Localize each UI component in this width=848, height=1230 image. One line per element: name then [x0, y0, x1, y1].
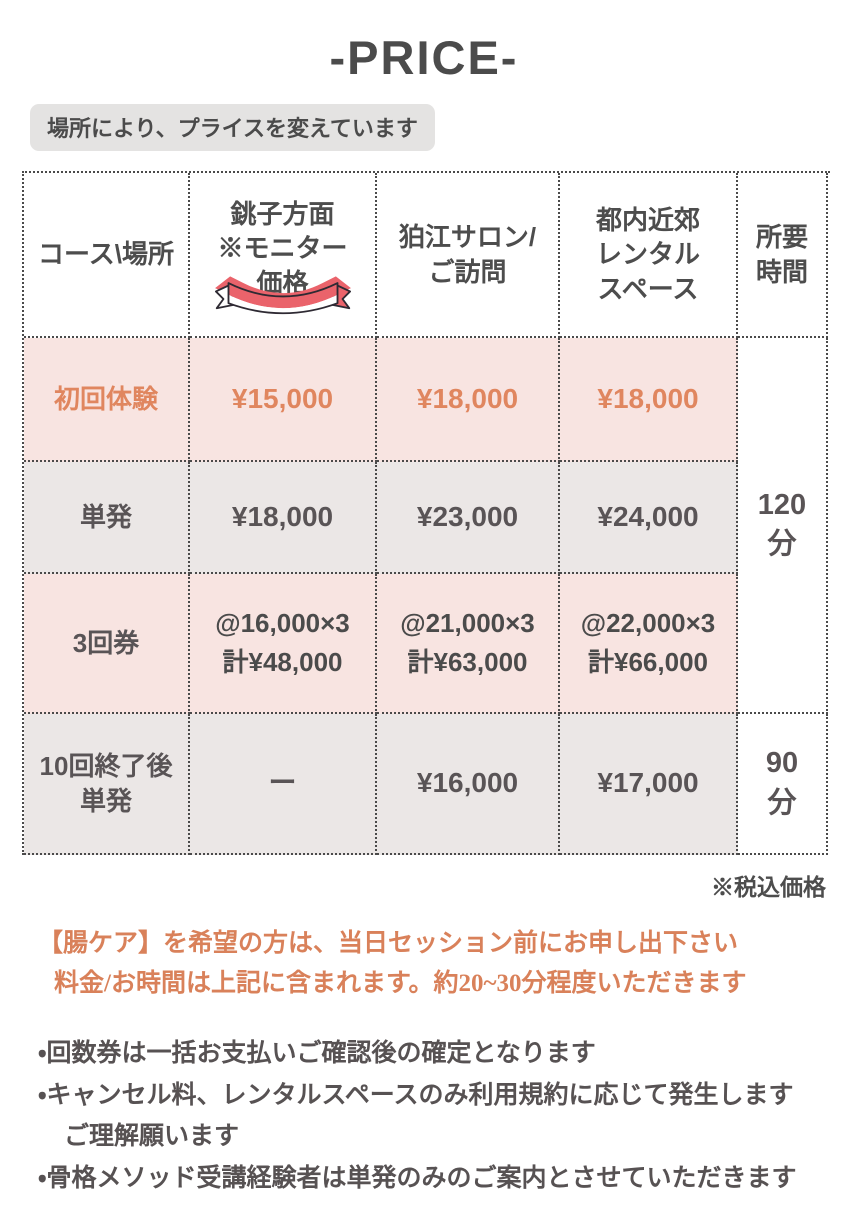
page-title: -PRICE-	[329, 31, 519, 84]
subtitle-badge: 場所により、プライスを変えています	[30, 104, 435, 151]
note-coupon-payment: ・回数券は一括お支払いご確認後の確定となります	[38, 1040, 596, 1067]
ribbon-icon	[209, 273, 357, 333]
note-cancellation-fee-cont: ご理解願います	[64, 1123, 240, 1150]
footer-notes: ・回数券は一括お支払いご確認後の確定となります ・キャンセル料、レンタルスペース…	[38, 1033, 810, 1199]
row-after10-name: 10回終了後 単発	[24, 714, 190, 855]
header-tonai-line1: 都内近郊	[595, 205, 700, 236]
row-3ticket-price-tonai: @22,000×3 計¥66,000	[560, 574, 738, 714]
header-choshi-line2: ※モニター	[217, 233, 348, 264]
header-choshi: 銚子方面 ※モニター 価格	[190, 173, 377, 338]
row-first-trial-price-komae: ¥18,000	[377, 338, 560, 462]
row-3ticket-price-komae: @21,000×3 計¥63,000	[377, 574, 560, 714]
row-3ticket-price-choshi: @16,000×3 計¥48,000	[190, 574, 377, 714]
row-single-price-tonai: ¥24,000	[560, 462, 738, 574]
duration-120-unit: 分	[767, 528, 797, 560]
gut-care-note-line2: 料金/お時間は上記に含まれます。約20~30分程度いただきます	[54, 969, 747, 997]
gut-care-note: 【腸ケア】を希望の方は、当日セッション前にお申し出下さい 料金/お時間は上記に含…	[38, 924, 848, 1003]
gut-care-note-line1: 【腸ケア】を希望の方は、当日セッション前にお申し出下さい	[38, 930, 739, 957]
row-after10-name-line1: 10回終了後	[39, 751, 173, 782]
row-3ticket-choshi-total: 計¥48,000	[222, 647, 343, 677]
duration-120min-cell: 120 分	[738, 338, 828, 714]
duration-120-value: 120	[757, 488, 807, 521]
header-course-label: コース\場所	[38, 239, 174, 270]
header-duration: 所要 時間	[738, 173, 828, 338]
row-3ticket-name: 3回券	[24, 574, 190, 714]
header-komae-line2: ご訪問	[428, 256, 507, 287]
header-komae: 狛江サロン/ ご訪問	[377, 173, 560, 338]
note-method-experienced: ・骨格メソッド受講経験者は単発のみのご案内とさせていただきます	[38, 1164, 797, 1192]
header-duration-line2: 時間	[755, 256, 808, 287]
row-single-name: 単発	[24, 462, 190, 574]
header-tonai-line2: レンタル	[595, 239, 700, 270]
header-komae-line1: 狛江サロン/	[398, 222, 537, 253]
row-single-price-choshi: ¥18,000	[190, 462, 377, 574]
row-first-trial-price-choshi: ¥15,000	[190, 338, 377, 462]
header-choshi-line1: 銚子方面	[230, 199, 335, 229]
duration-90min-cell: 90 分	[738, 714, 828, 855]
row-after10-price-choshi: ー	[190, 714, 377, 855]
header-course-location: コース\場所	[24, 173, 190, 338]
price-table: コース\場所 銚子方面 ※モニター 価格 狛江サロン/ ご訪問	[22, 171, 830, 855]
row-3ticket-komae-total: 計¥63,000	[407, 647, 528, 677]
row-3ticket-komae-unit: @21,000×3	[400, 608, 535, 638]
tax-included-note: ※税込価格	[711, 874, 826, 900]
note-cancellation-fee: ・キャンセル料、レンタルスペースのみ利用規約に応じて発生します	[38, 1081, 794, 1109]
header-duration-line1: 所要	[755, 222, 808, 253]
row-single-price-komae: ¥23,000	[377, 462, 560, 574]
row-after10-name-line2: 単発	[79, 785, 132, 816]
row-first-trial-price-tonai: ¥18,000	[560, 338, 738, 462]
row-after10-price-tonai: ¥17,000	[560, 714, 738, 855]
duration-90-value: 90	[765, 747, 799, 780]
row-first-trial-name: 初回体験	[24, 338, 190, 462]
row-after10-price-komae: ¥16,000	[377, 714, 560, 855]
duration-90-unit: 分	[767, 786, 797, 819]
row-3ticket-tonai-unit: @22,000×3	[580, 608, 716, 638]
row-3ticket-choshi-unit: @16,000×3	[215, 608, 350, 638]
header-tonai-line3: スペース	[597, 273, 699, 304]
header-tonai: 都内近郊 レンタル スペース	[560, 173, 738, 338]
price-page: { "page": { "title": "-PRICE-", "subtitl…	[0, 30, 848, 1230]
row-3ticket-tonai-total: 計¥66,000	[588, 647, 708, 677]
